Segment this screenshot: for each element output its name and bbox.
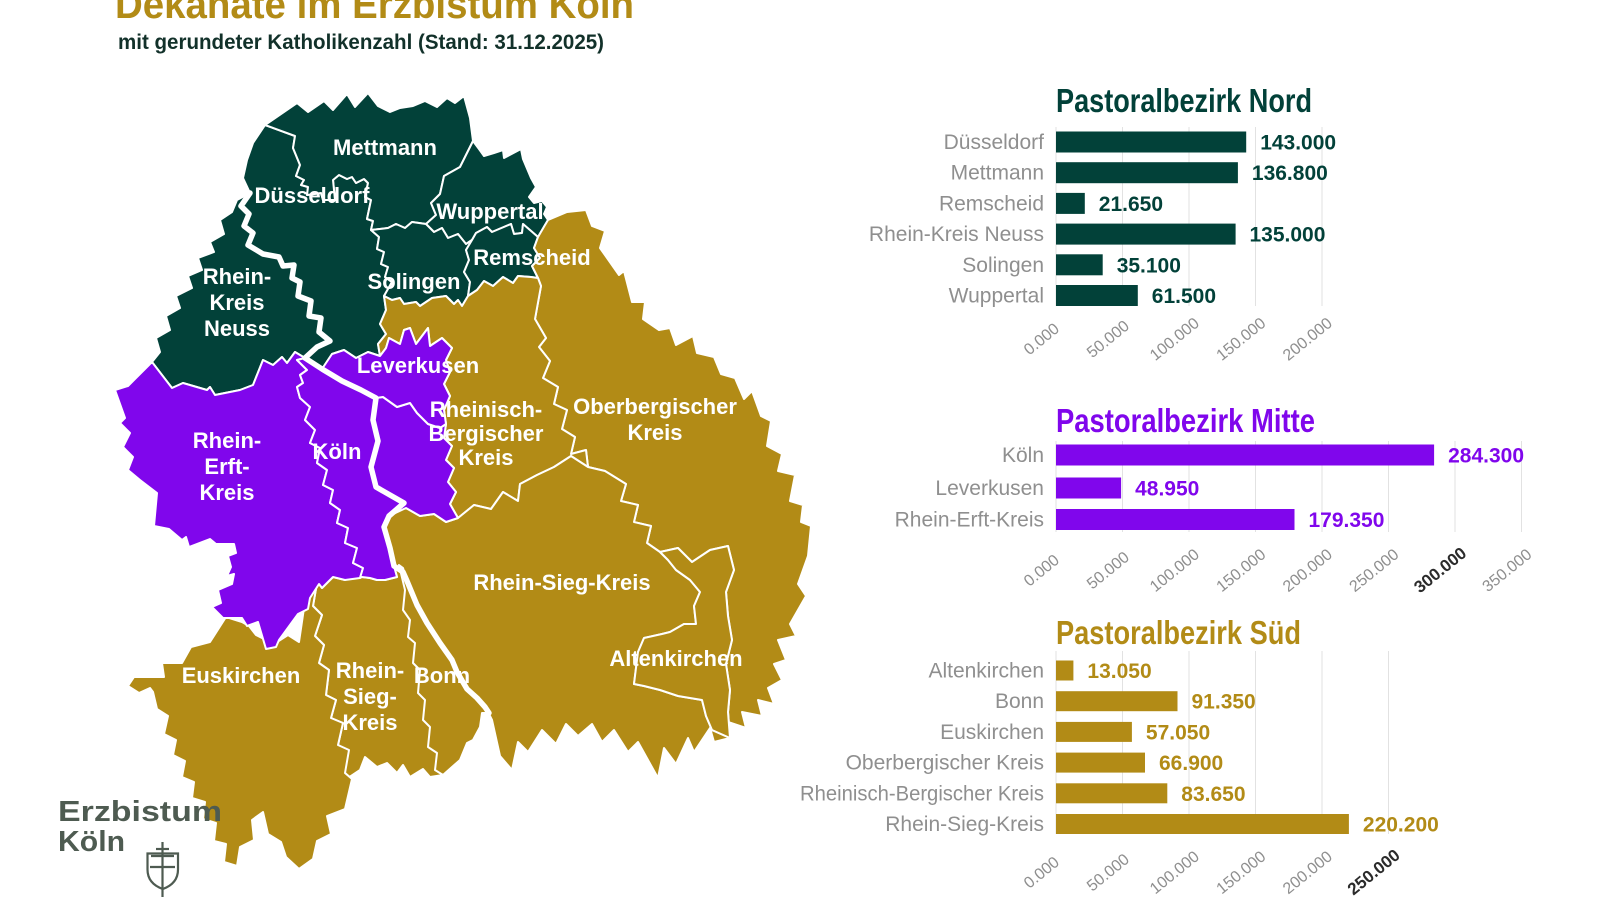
- svg-text:0.000: 0.000: [1021, 320, 1063, 358]
- svg-text:150.000: 150.000: [1214, 315, 1270, 365]
- svg-text:100.000: 100.000: [1147, 315, 1203, 365]
- svg-text:Wuppertal: Wuppertal: [949, 285, 1044, 308]
- svg-text:Pastoralbezirk Mitte: Pastoralbezirk Mitte: [1056, 402, 1315, 439]
- svg-text:Rhein-: Rhein-: [203, 264, 271, 289]
- svg-text:Rhein-Sieg-Kreis: Rhein-Sieg-Kreis: [885, 813, 1044, 836]
- svg-text:48.950: 48.950: [1135, 478, 1199, 501]
- svg-text:179.350: 179.350: [1309, 509, 1385, 532]
- svg-text:Bonn: Bonn: [414, 663, 470, 688]
- svg-text:Kreis: Kreis: [209, 290, 264, 315]
- svg-text:350.000: 350.000: [1480, 546, 1536, 596]
- svg-text:Oberbergischer Kreis: Oberbergischer Kreis: [846, 752, 1044, 775]
- svg-text:Euskirchen: Euskirchen: [940, 721, 1044, 744]
- svg-text:Remscheid: Remscheid: [939, 192, 1044, 215]
- svg-text:Sieg-: Sieg-: [343, 684, 397, 709]
- svg-text:83.650: 83.650: [1181, 783, 1245, 806]
- svg-text:50.000: 50.000: [1084, 318, 1133, 362]
- svg-text:Leverkusen: Leverkusen: [935, 477, 1044, 500]
- svg-text:Bergischer: Bergischer: [429, 421, 544, 446]
- svg-text:136.800: 136.800: [1252, 162, 1328, 185]
- svg-text:Wuppertal: Wuppertal: [436, 199, 543, 224]
- svg-text:Rhein-Kreis Neuss: Rhein-Kreis Neuss: [869, 223, 1044, 246]
- svg-text:21.650: 21.650: [1099, 193, 1163, 216]
- svg-text:Köln: Köln: [58, 826, 125, 858]
- svg-text:Oberbergischer: Oberbergischer: [573, 394, 737, 419]
- svg-text:Kreis: Kreis: [199, 480, 254, 505]
- svg-text:Pastoralbezirk Nord: Pastoralbezirk Nord: [1056, 82, 1312, 119]
- svg-text:13.050: 13.050: [1087, 660, 1151, 683]
- svg-text:Rheinisch-: Rheinisch-: [430, 397, 542, 422]
- svg-text:Altenkirchen: Altenkirchen: [928, 660, 1044, 683]
- svg-text:66.900: 66.900: [1159, 752, 1223, 775]
- svg-text:150.000: 150.000: [1214, 848, 1270, 898]
- svg-text:Remscheid: Remscheid: [473, 245, 590, 270]
- svg-text:Mettmann: Mettmann: [951, 162, 1044, 185]
- svg-text:Kreis: Kreis: [342, 710, 397, 735]
- svg-text:Kreis: Kreis: [458, 445, 513, 470]
- svg-text:35.100: 35.100: [1117, 254, 1181, 277]
- svg-text:Mettmann: Mettmann: [333, 135, 437, 160]
- svg-text:200.000: 200.000: [1280, 848, 1336, 898]
- svg-text:250.000: 250.000: [1347, 546, 1403, 596]
- svg-text:Rhein-: Rhein-: [336, 658, 404, 683]
- svg-text:0.000: 0.000: [1021, 854, 1063, 892]
- svg-text:100.000: 100.000: [1147, 546, 1203, 596]
- svg-text:143.000: 143.000: [1260, 132, 1336, 155]
- svg-text:Solingen: Solingen: [962, 254, 1044, 277]
- svg-text:Düsseldorf: Düsseldorf: [944, 131, 1045, 154]
- svg-text:220.200: 220.200: [1363, 814, 1439, 837]
- svg-text:Kreis: Kreis: [627, 420, 682, 445]
- svg-text:57.050: 57.050: [1146, 721, 1210, 744]
- svg-text:200.000: 200.000: [1280, 546, 1336, 596]
- svg-text:Düsseldorf: Düsseldorf: [255, 183, 371, 208]
- svg-text:Pastoralbezirk Süd: Pastoralbezirk Süd: [1056, 614, 1301, 651]
- svg-text:50.000: 50.000: [1084, 851, 1133, 895]
- svg-text:Leverkusen: Leverkusen: [357, 353, 479, 378]
- svg-text:284.300: 284.300: [1448, 445, 1524, 468]
- svg-text:Köln: Köln: [313, 439, 362, 464]
- svg-text:200.000: 200.000: [1280, 315, 1336, 365]
- svg-text:Solingen: Solingen: [368, 269, 461, 294]
- svg-text:Neuss: Neuss: [204, 316, 270, 341]
- svg-text:61.500: 61.500: [1152, 285, 1216, 308]
- svg-text:Rhein-Erft-Kreis: Rhein-Erft-Kreis: [895, 509, 1044, 532]
- svg-text:300.000: 300.000: [1410, 543, 1470, 596]
- svg-text:Bonn: Bonn: [995, 690, 1044, 713]
- svg-text:Erft-: Erft-: [204, 454, 249, 479]
- svg-text:Rhein-: Rhein-: [193, 428, 261, 453]
- svg-text:Rheinisch-Bergischer Kreis: Rheinisch-Bergischer Kreis: [800, 782, 1044, 805]
- svg-text:Köln: Köln: [1002, 444, 1044, 467]
- svg-text:50.000: 50.000: [1084, 549, 1133, 593]
- svg-text:Dekanate im Erzbistum Köln: Dekanate im Erzbistum Köln: [115, 0, 634, 27]
- svg-text:Erzbistum: Erzbistum: [58, 796, 222, 828]
- svg-text:135.000: 135.000: [1250, 224, 1326, 247]
- svg-text:250.000: 250.000: [1344, 846, 1404, 899]
- svg-text:91.350: 91.350: [1192, 691, 1256, 714]
- svg-text:Rhein-Sieg-Kreis: Rhein-Sieg-Kreis: [473, 570, 650, 595]
- svg-text:mit gerundeter Katholikenzahl: mit gerundeter Katholikenzahl (Stand: 31…: [118, 31, 604, 54]
- svg-text:150.000: 150.000: [1214, 546, 1270, 596]
- svg-text:0.000: 0.000: [1021, 552, 1063, 590]
- svg-text:Euskirchen: Euskirchen: [182, 663, 301, 688]
- svg-text:Altenkirchen: Altenkirchen: [609, 646, 742, 671]
- svg-text:100.000: 100.000: [1147, 848, 1203, 898]
